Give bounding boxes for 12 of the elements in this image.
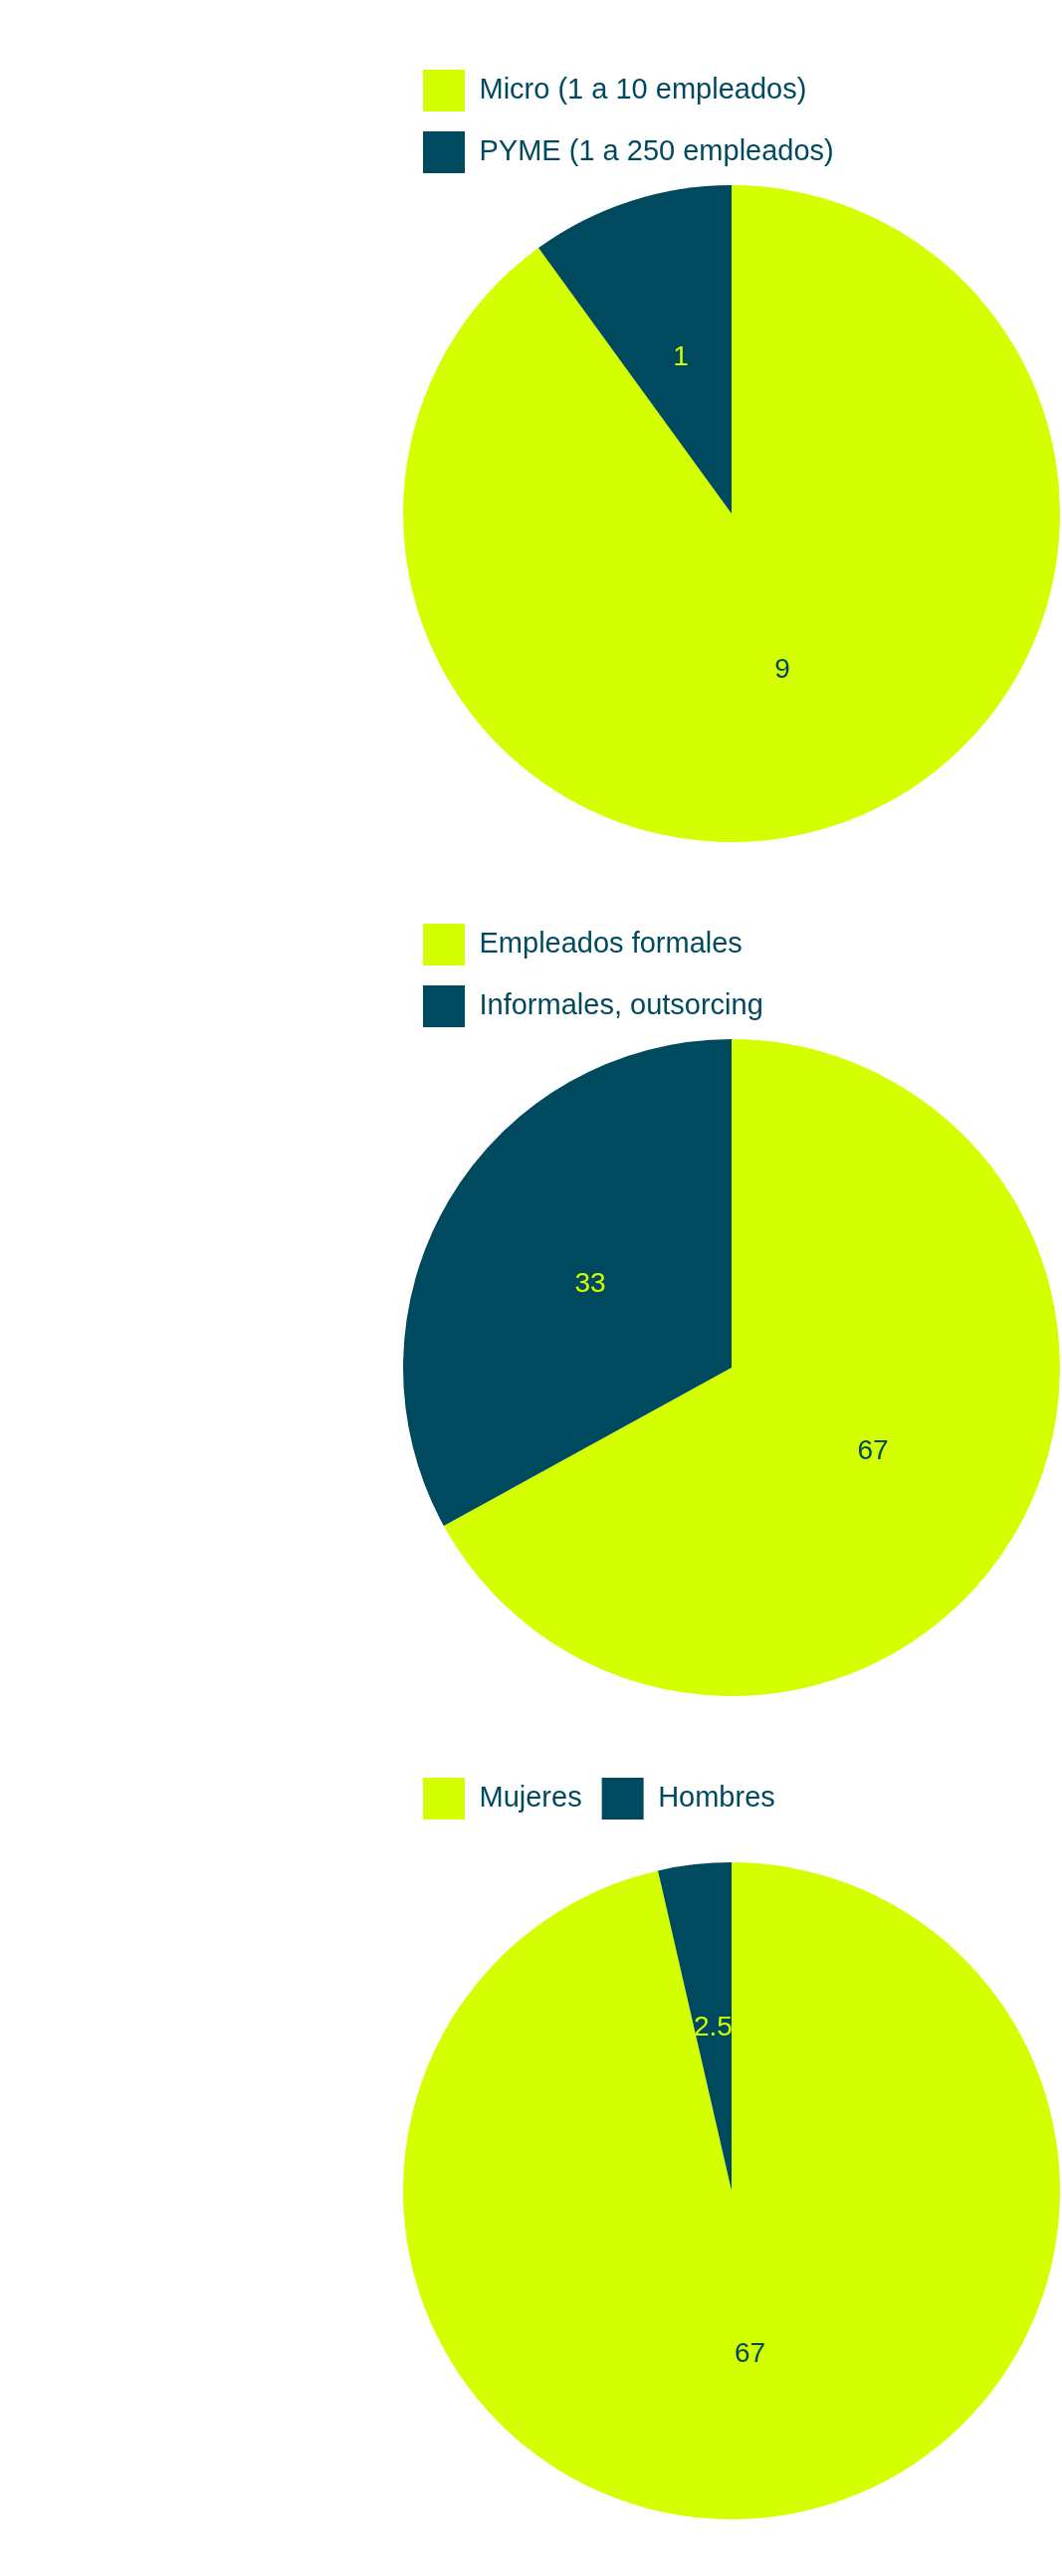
legend-label: Micro (1 a 10 empleados) <box>479 73 807 105</box>
legend-label: Hombres <box>658 1781 775 1813</box>
data-label: 2.5 <box>693 2010 733 2041</box>
data-label: 9 <box>774 652 790 684</box>
legend-label: PYME (1 a 250 empleados) <box>479 134 834 166</box>
data-label: 33 <box>574 1266 606 1298</box>
data-label: 1 <box>673 339 689 371</box>
legend-label: Mujeres <box>479 1781 582 1813</box>
data-label: 67 <box>857 1433 889 1465</box>
legend-label: Informales, outsorcing <box>479 988 763 1020</box>
data-label: 67 <box>735 2336 766 2368</box>
legend-label: Empleados formales <box>479 927 743 959</box>
